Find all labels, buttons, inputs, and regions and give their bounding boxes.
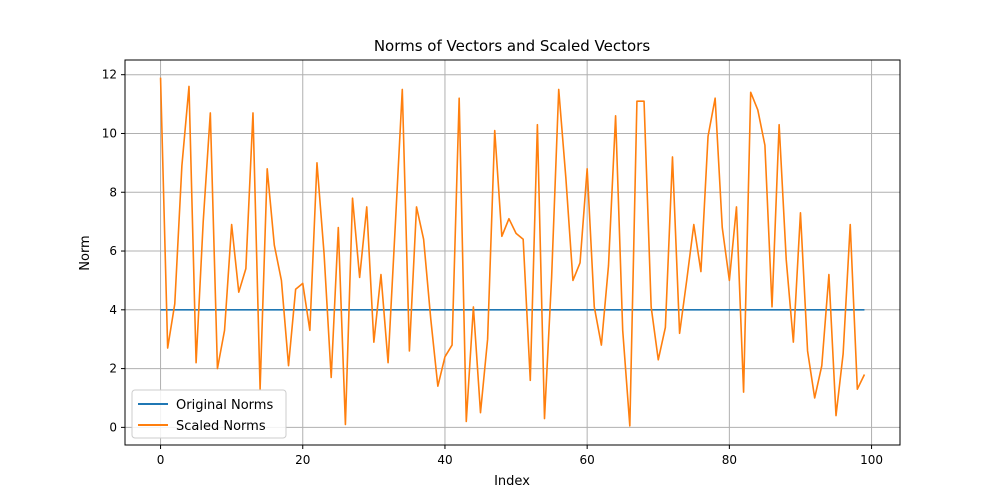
plot-area-frame [124,59,901,446]
x-tick-label: 20 [295,453,310,467]
legend-label-scaled-norms: Scaled Norms [176,419,266,434]
y-tick-label: 0 [109,420,117,434]
y-tick-label: 12 [102,68,117,82]
chart-title: Norms of Vectors and Scaled Vectors [374,37,651,55]
y-axis-ticks: 0 2 4 6 8 10 12 [102,68,125,434]
y-axis-label: Norm [78,235,93,270]
x-tick-label: 100 [860,453,883,467]
y-tick-label: 6 [109,244,117,258]
y-tick-label: 8 [109,185,117,199]
series-lines [159,77,866,427]
grid-lines [125,60,900,445]
legend: Original Norms Scaled Norms [131,389,287,439]
legend-box [131,389,287,439]
x-tick-label: 0 [157,453,165,467]
x-tick-label: 40 [437,453,452,467]
x-axis-ticks: 0 20 40 60 80 100 [157,445,883,467]
x-axis-label: Index [494,474,530,489]
y-tick-label: 10 [102,126,117,140]
x-tick-label: 80 [722,453,737,467]
y-tick-label: 4 [109,303,117,317]
legend-label-original-norms: Original Norms [176,398,273,413]
series-line-scaled-norms [159,77,866,427]
y-tick-label: 2 [109,362,117,376]
x-tick-label: 60 [580,453,595,467]
